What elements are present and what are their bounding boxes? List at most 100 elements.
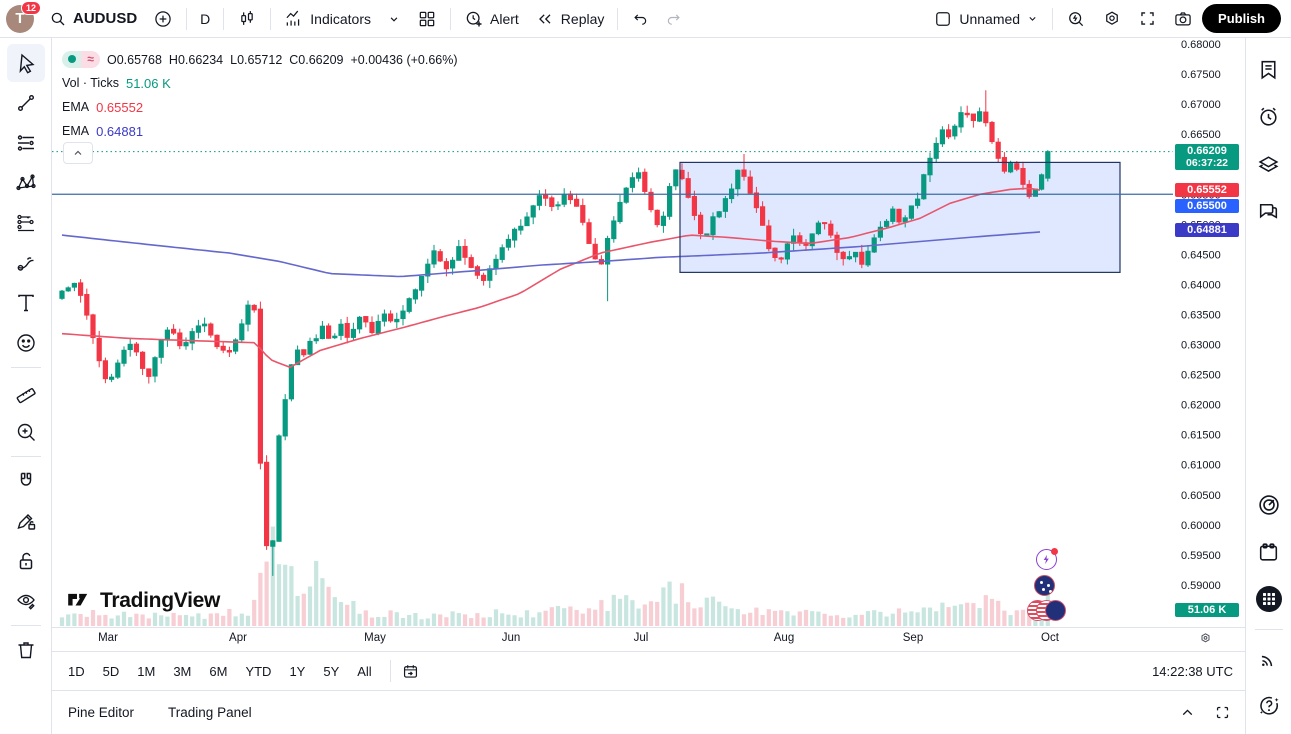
session-clock[interactable]: 14:22:38 UTC — [1152, 663, 1233, 679]
cursor-tool[interactable] — [6, 44, 45, 82]
economic-event-icon[interactable] — [1036, 548, 1058, 570]
emoji-tool[interactable] — [7, 324, 45, 362]
svg-text:0.59500: 0.59500 — [1181, 550, 1221, 562]
candles-icon — [237, 9, 257, 29]
time-axis-settings-gear-icon[interactable] — [1198, 631, 1213, 649]
ema-slow-price-badge: 0.64881 — [1175, 223, 1239, 237]
object-tree-button[interactable] — [1250, 144, 1288, 182]
chart-style-button[interactable] — [230, 5, 264, 33]
event-flag-stack[interactable] — [1027, 600, 1066, 621]
svg-text:0.59000: 0.59000 — [1181, 580, 1221, 592]
go-to-date-icon[interactable] — [401, 662, 420, 681]
redo-button[interactable] — [658, 6, 690, 32]
compare-add-symbol-button[interactable] — [146, 5, 180, 33]
fullscreen-icon — [1138, 9, 1157, 28]
save-layout-button[interactable]: Unnamed — [926, 5, 1046, 33]
zoom-in-tool[interactable] — [7, 413, 45, 451]
low-value: L0.65712 — [230, 52, 283, 67]
replay-button[interactable]: Replay — [528, 5, 612, 33]
time-axis[interactable]: Mar Apr May Jun Jul Aug Sep Oct — [52, 627, 1245, 651]
close-value: C0.66209 — [289, 52, 344, 67]
news-feed-button[interactable] — [1250, 640, 1288, 678]
legend-volume-row[interactable]: Vol · Ticks 51.06 K — [62, 71, 465, 95]
user-avatar[interactable]: T 12 — [6, 0, 41, 33]
help-button[interactable] — [1250, 687, 1288, 725]
stock-screener-button[interactable] — [1250, 486, 1288, 524]
calendar-button[interactable] — [1250, 533, 1288, 571]
svg-text:0.68000: 0.68000 — [1181, 39, 1221, 51]
range-5d[interactable]: 5D — [102, 663, 120, 679]
alert-clock-icon — [464, 9, 484, 29]
maximize-panel-icon[interactable] — [1214, 704, 1231, 721]
text-tool[interactable] — [7, 284, 45, 322]
drawing-mode-lock-tool[interactable] — [7, 502, 45, 540]
tab-trading-panel[interactable]: Trading Panel — [168, 705, 252, 720]
legend-main-row[interactable]: ≈ O0.65768 H0.66234 L0.65712 C0.66209 +0.004… — [62, 47, 465, 71]
legend-ema1-row[interactable]: EMA 0.65552 — [62, 95, 465, 119]
lock-all-drawings-tool[interactable] — [7, 542, 45, 580]
right-sidebar — [1245, 38, 1291, 734]
brush-tool[interactable] — [7, 244, 45, 282]
quick-search-icon — [1066, 9, 1086, 29]
range-all[interactable]: All — [357, 663, 372, 679]
replay-label: Replay — [560, 10, 605, 27]
watchlist-button[interactable] — [1250, 50, 1288, 88]
flag-icon — [1045, 600, 1066, 621]
chart-legend: ≈ O0.65768 H0.66234 L0.65712 C0.66209 +0.004… — [62, 47, 465, 143]
au-flag-event-icon[interactable] — [1034, 575, 1055, 596]
hline-price-badge[interactable]: 0.65500 — [1175, 199, 1239, 213]
undo-button[interactable] — [624, 6, 656, 32]
settings-button[interactable] — [1095, 5, 1129, 33]
bottom-toolbar: 1D 5D 1M 3M 6M YTD 1Y 5Y All 14:22:38 UT… — [52, 651, 1245, 690]
layout-name: Unnamed — [959, 10, 1021, 27]
trend-line-tool[interactable] — [7, 84, 45, 122]
range-1d[interactable]: 1D — [68, 663, 85, 679]
xabcd-pattern-tool[interactable] — [7, 164, 45, 202]
time-label-sep: Sep — [902, 632, 924, 644]
range-5y[interactable]: 5Y — [323, 663, 340, 679]
projection-tool[interactable] — [7, 204, 45, 242]
svg-text:0.63500: 0.63500 — [1181, 309, 1221, 321]
collapse-legend-button[interactable] — [63, 142, 93, 164]
indicators-label: Indicators — [310, 10, 371, 27]
svg-text:0.66500: 0.66500 — [1181, 129, 1221, 141]
alerts-button[interactable] — [1250, 97, 1288, 135]
indicator-templates-button[interactable] — [380, 8, 408, 30]
range-3m[interactable]: 3M — [173, 663, 192, 679]
bar-countdown: 06:37:22 — [1185, 157, 1229, 169]
range-ytd[interactable]: YTD — [245, 663, 272, 679]
fullscreen-button[interactable] — [1131, 5, 1164, 32]
chat-button[interactable] — [1250, 191, 1288, 229]
magnet-tool[interactable] — [7, 462, 45, 500]
apps-menu-button[interactable] — [1250, 580, 1288, 618]
expand-panel-chevron-icon[interactable] — [1179, 704, 1196, 721]
alert-button[interactable]: Alert — [457, 5, 526, 33]
interval-label: D — [200, 10, 211, 27]
legend-ema2-row[interactable]: EMA 0.64881 — [62, 119, 465, 143]
fib-retracement-tool[interactable] — [7, 124, 45, 162]
hide-drawings-tool[interactable] — [7, 582, 45, 620]
interval-button[interactable]: D — [193, 7, 217, 31]
time-label-may: May — [364, 632, 386, 644]
symbol-search-button[interactable]: AUDUSD — [42, 6, 144, 32]
svg-text:0.63000: 0.63000 — [1181, 340, 1221, 352]
indicators-button[interactable]: Indicators — [277, 5, 378, 33]
range-6m[interactable]: 6M — [209, 663, 228, 679]
publish-button[interactable]: Publish — [1202, 4, 1281, 33]
remove-drawings-tool[interactable] — [7, 631, 45, 669]
snapshot-button[interactable] — [1166, 5, 1200, 33]
measure-tool[interactable] — [7, 373, 45, 411]
tradingview-logo-icon — [66, 588, 92, 614]
svg-text:0.62500: 0.62500 — [1181, 370, 1221, 382]
last-price-badge[interactable]: 0.66209 06:37:22 — [1175, 144, 1239, 170]
ema2-value: 0.64881 — [96, 123, 144, 139]
tab-pine-editor[interactable]: Pine Editor — [68, 705, 135, 720]
range-1y[interactable]: 1Y — [289, 663, 306, 679]
grid-layout-button[interactable] — [410, 5, 444, 33]
quick-search-button[interactable] — [1059, 5, 1093, 33]
candlestick-chart[interactable]: 0.680000.675000.670000.665000.660000.655… — [52, 38, 1245, 627]
svg-text:0.67000: 0.67000 — [1181, 99, 1221, 111]
range-1m[interactable]: 1M — [137, 663, 156, 679]
svg-text:0.62000: 0.62000 — [1181, 400, 1221, 412]
